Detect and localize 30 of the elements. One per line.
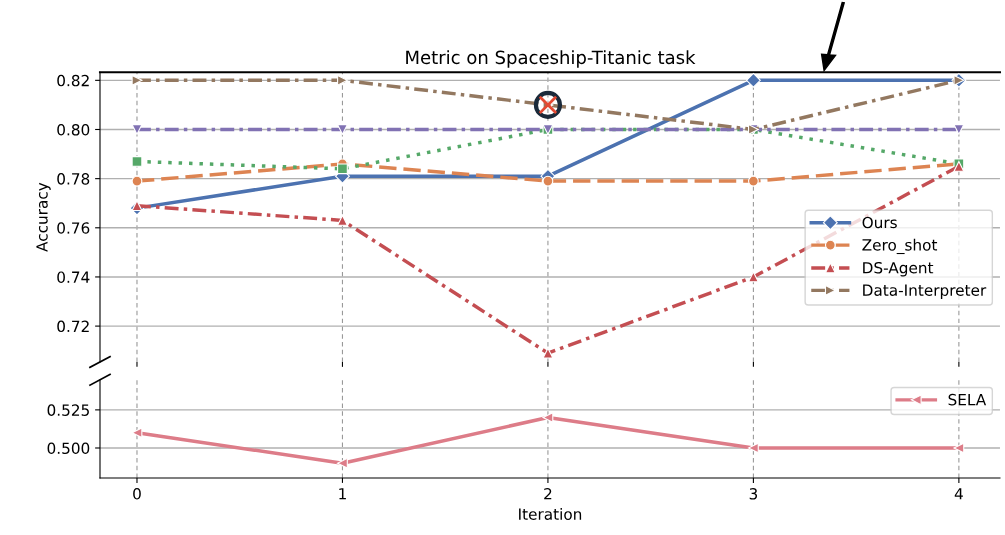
x-tick-label: 2 bbox=[544, 488, 552, 500]
y-tick-label: 0.76 bbox=[57, 222, 90, 234]
x-tick-label: 3 bbox=[749, 488, 758, 500]
y-tick-label: 0.80 bbox=[57, 123, 90, 136]
y-axis-title: Accuracy bbox=[36, 182, 51, 252]
point bbox=[337, 215, 348, 226]
point bbox=[745, 72, 761, 88]
y-tick-label: 0.72 bbox=[57, 320, 89, 333]
point bbox=[337, 124, 348, 135]
x-tick-label: 4 bbox=[954, 488, 963, 500]
y-tick-label: 0.74 bbox=[57, 271, 90, 283]
x-axis-title: Iteration bbox=[519, 508, 582, 520]
legend-label: Ours bbox=[862, 216, 897, 229]
legend-label: Zero_shot bbox=[862, 238, 938, 255]
y-tick-label: 0.82 bbox=[57, 74, 89, 87]
x-tick-label: 1 bbox=[339, 488, 346, 500]
legend-label: Data-Interpreter bbox=[863, 284, 987, 299]
chart-title: Metric on Spaceship-Titanic task bbox=[406, 50, 696, 68]
y-tick-label: 0.525 bbox=[47, 404, 89, 416]
point bbox=[337, 163, 348, 175]
y-tick-label: 0.78 bbox=[57, 173, 90, 185]
point bbox=[131, 156, 143, 167]
legend-label: DS-Agent bbox=[863, 261, 934, 277]
point bbox=[131, 175, 143, 187]
y-tick-label: 0.500 bbox=[47, 442, 90, 455]
point bbox=[542, 175, 554, 187]
point bbox=[747, 175, 759, 187]
point bbox=[953, 124, 965, 135]
legend-label: SELA bbox=[948, 393, 987, 406]
x-tick-label: 0 bbox=[133, 488, 141, 500]
